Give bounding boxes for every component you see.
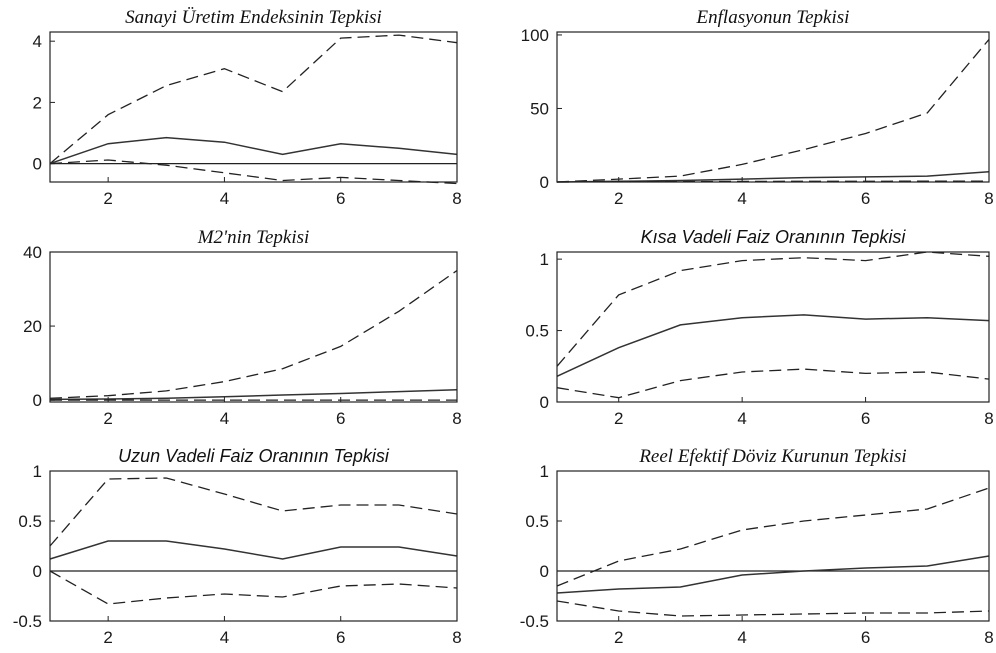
x-tick-label: 8 xyxy=(984,189,993,208)
x-tick-label: 8 xyxy=(452,189,461,208)
confidence-band-line-0 xyxy=(556,487,990,587)
x-tick-label: 8 xyxy=(984,628,993,647)
x-tick-label: 4 xyxy=(220,189,229,208)
y-tick-label: 2 xyxy=(33,93,42,112)
x-tick-label: 4 xyxy=(737,628,746,647)
x-tick-label: 4 xyxy=(737,189,746,208)
panel-reel-efektif-doviz-kuru: Reel Efektif Döviz Kurunun Tepkisi 2 4 6 8 -0… xyxy=(520,446,994,647)
response-line-1 xyxy=(556,555,990,594)
x-tick-label: 2 xyxy=(103,409,112,428)
response-line-1 xyxy=(49,389,458,401)
plot-frame xyxy=(556,31,990,183)
panel-enflasyon: Enflasyonun Tepkisi 2 4 6 8 0 50 100 xyxy=(521,7,994,208)
x-tick-label: 6 xyxy=(336,628,345,647)
response-line-1 xyxy=(556,314,990,377)
x-tick-label: 6 xyxy=(861,628,870,647)
chart-title: M2'nin Tepkisi xyxy=(197,227,310,248)
y-tick-label: 0 xyxy=(33,155,42,174)
x-tick-label: 8 xyxy=(452,628,461,647)
x-tick-label: 6 xyxy=(861,189,870,208)
y-tick-label: 20 xyxy=(23,317,42,336)
y-tick-label: 1 xyxy=(540,462,549,481)
y-tick-label: 0.5 xyxy=(525,322,549,341)
y-tick-label: 40 xyxy=(23,243,42,262)
plot-frame xyxy=(49,31,458,183)
response-line-1 xyxy=(49,540,458,560)
panel-m2: M2'nin Tepkisi 2 4 6 8 0 20 40 xyxy=(23,227,462,428)
x-tick-label: 6 xyxy=(336,409,345,428)
x-tick-label: 2 xyxy=(614,628,623,647)
y-tick-label: 0 xyxy=(33,391,42,410)
y-tick-label: -0.5 xyxy=(520,612,549,631)
x-tick-label: 6 xyxy=(336,189,345,208)
response-line-1 xyxy=(556,170,990,183)
x-tick-label: 2 xyxy=(103,628,112,647)
plot-frame xyxy=(49,470,458,622)
confidence-band-line-0 xyxy=(49,34,458,165)
y-tick-label: 50 xyxy=(530,99,549,118)
response-line-1 xyxy=(49,136,458,165)
chart-title: Reel Efektif Döviz Kurunun Tepkisi xyxy=(638,446,906,467)
plot-frame xyxy=(556,251,990,403)
chart-title: Sanayi Üretim Endeksinin Tepkisi xyxy=(125,7,382,28)
y-tick-label: 4 xyxy=(33,32,42,51)
chart-title: Enflasyonun Tepkisi xyxy=(696,7,850,28)
x-tick-label: 2 xyxy=(103,189,112,208)
y-tick-label: 0 xyxy=(540,562,549,581)
x-tick-label: 4 xyxy=(220,628,229,647)
confidence-band-line-0 xyxy=(556,251,990,367)
panel-uzun-vadeli-faiz: Uzun Vadeli Faiz Oranının Tepkisi 2 4 6 8 -0.… xyxy=(13,446,462,647)
confidence-band-line-2 xyxy=(556,180,989,183)
plot-frame xyxy=(556,470,990,622)
y-tick-label: 0 xyxy=(540,393,549,412)
confidence-band-line-0 xyxy=(49,477,458,547)
x-tick-label: 8 xyxy=(452,409,461,428)
confidence-band-line-2 xyxy=(49,570,458,605)
chart-title: Uzun Vadeli Faiz Oranının Tepkisi xyxy=(118,446,390,466)
x-tick-label: 2 xyxy=(614,409,623,428)
confidence-band-line-2 xyxy=(49,159,458,185)
confidence-band-line-2 xyxy=(556,368,990,399)
confidence-band-line-0 xyxy=(556,38,990,183)
y-tick-label: 0 xyxy=(540,173,549,192)
x-tick-label: 8 xyxy=(984,409,993,428)
y-tick-label: 0.5 xyxy=(18,512,42,531)
y-tick-label: 100 xyxy=(521,26,549,45)
y-tick-label: 1 xyxy=(33,462,42,481)
plot-frame xyxy=(49,251,458,403)
confidence-band-line-2 xyxy=(556,600,990,617)
y-tick-label: -0.5 xyxy=(13,612,42,631)
y-tick-label: 1 xyxy=(540,250,549,269)
panel-sanayi-uretim: Sanayi Üretim Endeksinin Tepkisi 2 4 6 8 0 2 4 xyxy=(33,7,462,208)
y-tick-label: 0.5 xyxy=(525,512,549,531)
x-tick-label: 6 xyxy=(861,409,870,428)
x-tick-label: 4 xyxy=(220,409,229,428)
y-tick-label: 0 xyxy=(33,562,42,581)
x-tick-label: 2 xyxy=(614,189,623,208)
panel-kisa-vadeli-faiz: Kısa Vadeli Faiz Oranının Tepkisi 2 4 6 8 0 0.… xyxy=(525,227,993,428)
chart-title: Kısa Vadeli Faiz Oranının Tepkisi xyxy=(641,227,907,247)
confidence-band-line-0 xyxy=(49,269,458,399)
x-tick-label: 4 xyxy=(737,409,746,428)
